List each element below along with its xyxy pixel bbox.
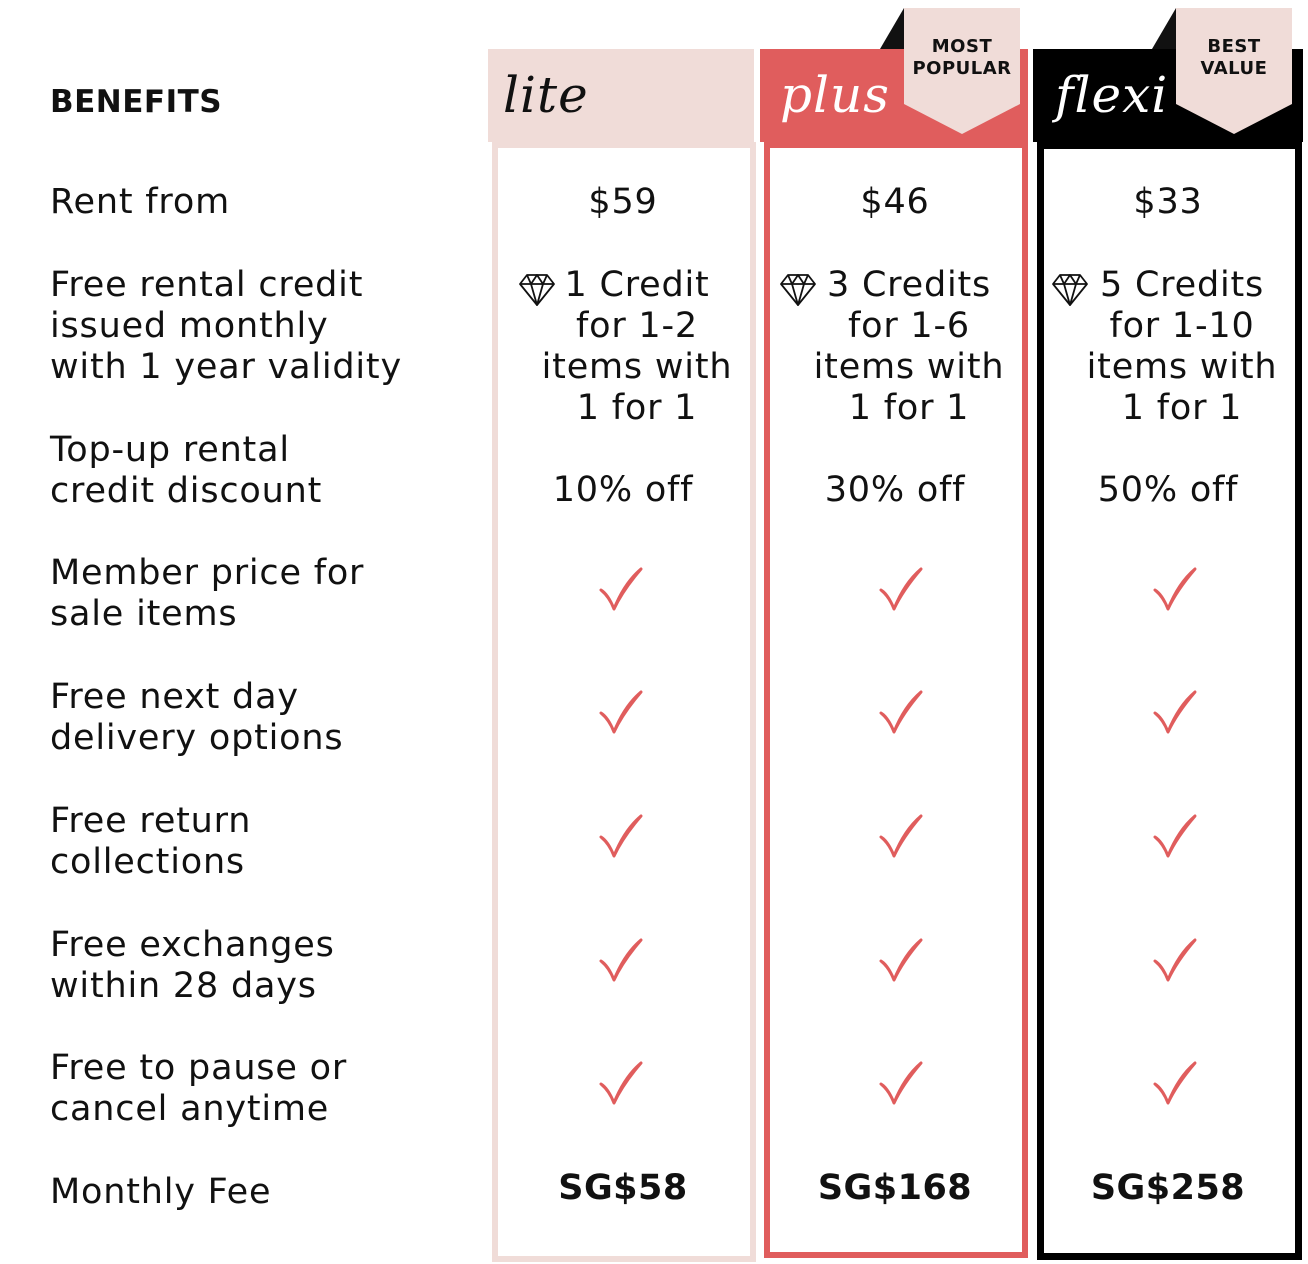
credit-plus: 3 Credits for 1-6 items with 1 for 1 xyxy=(813,265,1005,428)
plan-name-plus: plus xyxy=(780,66,890,124)
plan-column-lite xyxy=(492,142,756,1262)
benefit-pause-cancel: Free to pause or cancel anytime xyxy=(50,1048,348,1129)
plan-column-flexi xyxy=(1037,142,1302,1260)
rent-from-plus: $46 xyxy=(860,182,930,222)
benefit-monthly-fee: Monthly Fee xyxy=(50,1172,272,1212)
badge-best-value: BEST VALUE xyxy=(1200,36,1268,79)
checkmark-icon xyxy=(1153,567,1197,611)
checkmark-icon xyxy=(1153,1061,1197,1105)
plan-column-plus xyxy=(764,142,1028,1258)
checkmark-icon xyxy=(1153,938,1197,982)
checkmark-icon xyxy=(879,938,923,982)
checkmark-icon xyxy=(599,690,643,734)
ribbon-best-value xyxy=(1152,8,1292,134)
checkmark-icon xyxy=(879,1061,923,1105)
checkmark-icon xyxy=(879,567,923,611)
plan-name-flexi: flexi xyxy=(1055,66,1169,124)
checkmark-icon xyxy=(879,814,923,858)
topup-plus: 30% off xyxy=(824,470,966,510)
checkmark-icon xyxy=(599,938,643,982)
fee-lite: SG$58 xyxy=(558,1168,688,1208)
topup-flexi: 50% off xyxy=(1097,470,1239,510)
checkmark-icon xyxy=(599,1061,643,1105)
benefit-free-return: Free return collections xyxy=(50,801,252,882)
rent-from-flexi: $33 xyxy=(1133,182,1203,222)
ribbon-most-popular xyxy=(880,8,1020,134)
benefit-free-exchanges: Free exchanges within 28 days xyxy=(50,925,335,1006)
benefits-heading: BENEFITS xyxy=(50,84,223,120)
benefit-rent-from: Rent from xyxy=(50,182,230,222)
diamond-icon xyxy=(1052,274,1088,306)
plan-header-lite xyxy=(488,49,754,142)
topup-lite: 10% off xyxy=(552,470,694,510)
benefit-member-price: Member price for sale items xyxy=(50,553,365,634)
checkmark-icon xyxy=(1153,814,1197,858)
credit-flexi: 5 Credits for 1-10 items with 1 for 1 xyxy=(1086,265,1278,428)
rent-from-lite: $59 xyxy=(588,182,658,222)
checkmark-icon xyxy=(1153,690,1197,734)
diamond-icon xyxy=(780,274,816,306)
checkmark-icon xyxy=(599,814,643,858)
checkmark-icon xyxy=(879,690,923,734)
credit-lite: 1 Credit for 1-2 items with 1 for 1 xyxy=(541,265,733,428)
plan-name-lite: lite xyxy=(503,66,589,124)
badge-most-popular: MOST POPULAR xyxy=(912,36,1012,79)
benefit-next-day-delivery: Free next day delivery options xyxy=(50,677,344,758)
diamond-icon xyxy=(519,274,555,306)
benefit-free-rental-credit: Free rental credit issued monthly with 1… xyxy=(50,265,402,387)
checkmark-icon xyxy=(599,567,643,611)
fee-flexi: SG$258 xyxy=(1090,1168,1246,1208)
benefit-topup-discount: Top-up rental credit discount xyxy=(50,430,323,511)
fee-plus: SG$168 xyxy=(817,1168,973,1208)
